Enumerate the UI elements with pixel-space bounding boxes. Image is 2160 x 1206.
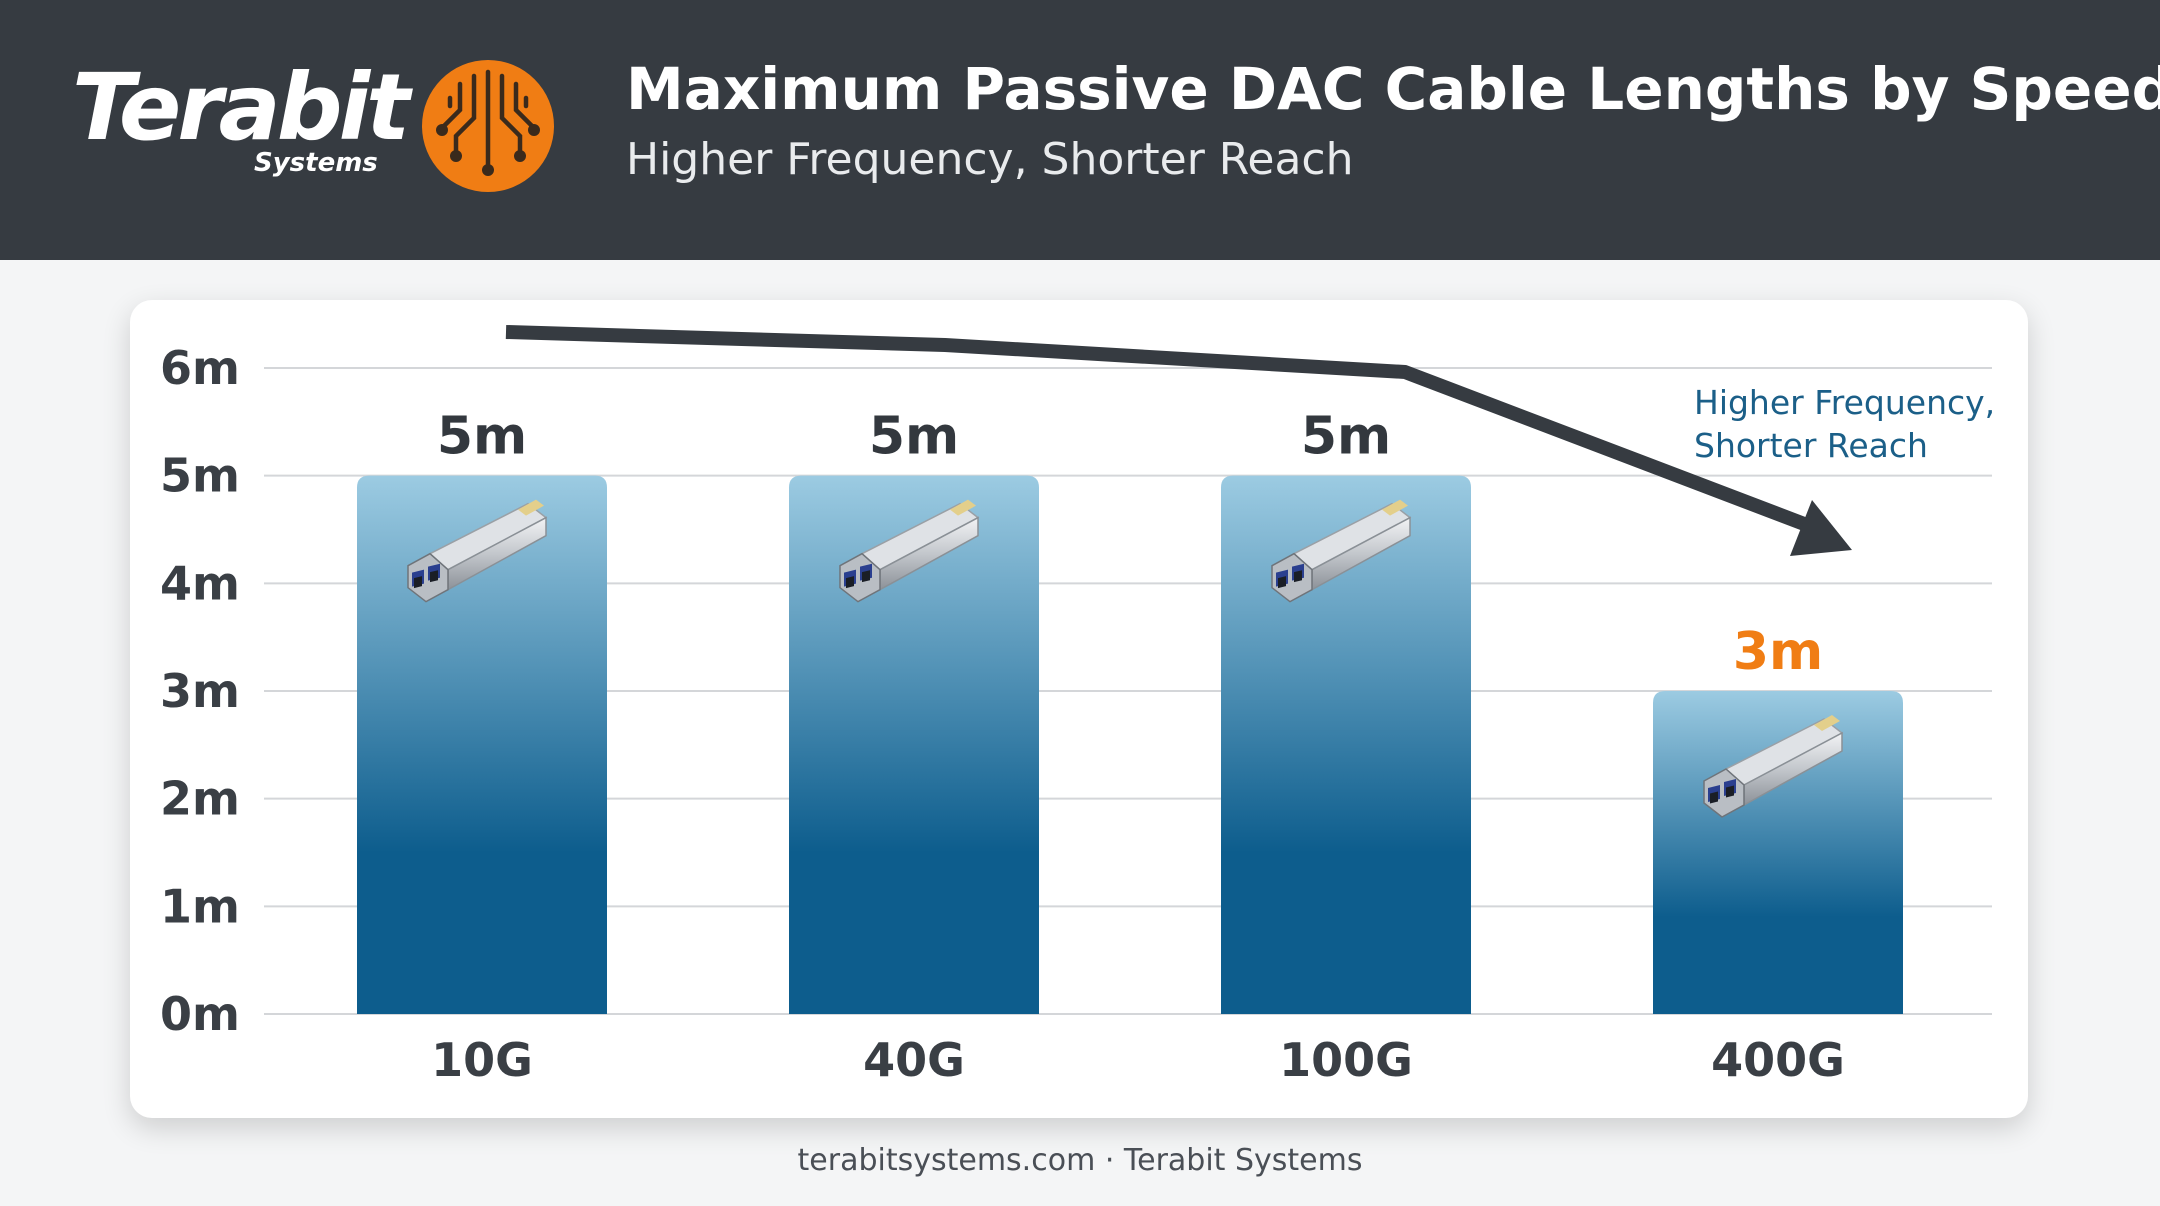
header-banner: Terabit Systems Maximum Passive DAC Cabl… — [0, 0, 2160, 260]
data-label: 5m — [1301, 407, 1391, 467]
y-tick-label: 4m — [160, 556, 240, 610]
bar — [357, 475, 607, 1015]
bar — [1221, 475, 1471, 1015]
page-title: Maximum Passive DAC Cable Lengths by Spe… — [626, 55, 2160, 123]
circuit-icon — [422, 60, 554, 192]
y-tick-label: 3m — [160, 664, 240, 718]
logo-subtext: Systems — [254, 148, 378, 178]
y-tick-label: 6m — [160, 341, 240, 395]
x-category-label: 400G — [1711, 1033, 1845, 1087]
y-tick-label: 5m — [160, 449, 240, 503]
bar — [789, 475, 1039, 1015]
footer-credit: terabitsystems.com · Terabit Systems — [797, 1143, 1363, 1178]
y-tick-label: 0m — [160, 987, 240, 1041]
bar — [1653, 691, 1903, 1014]
x-category-label: 40G — [863, 1033, 965, 1087]
annotation-line-1: Higher Frequency, — [1694, 383, 1995, 422]
data-label: 5m — [869, 407, 959, 467]
data-label: 5m — [437, 407, 527, 467]
trend-arrow — [505, 325, 1823, 537]
x-category-label: 100G — [1279, 1033, 1413, 1087]
x-category-label: 10G — [431, 1033, 533, 1087]
page-subtitle: Higher Frequency, Shorter Reach — [626, 134, 1354, 185]
annotation-line-2: Shorter Reach — [1694, 426, 1928, 465]
trend-arrow-head — [1790, 500, 1852, 556]
y-tick-label: 1m — [160, 879, 240, 933]
data-label: 3m — [1733, 622, 1823, 682]
y-tick-label: 2m — [160, 772, 240, 826]
logo-wordmark: Terabit — [72, 54, 410, 161]
